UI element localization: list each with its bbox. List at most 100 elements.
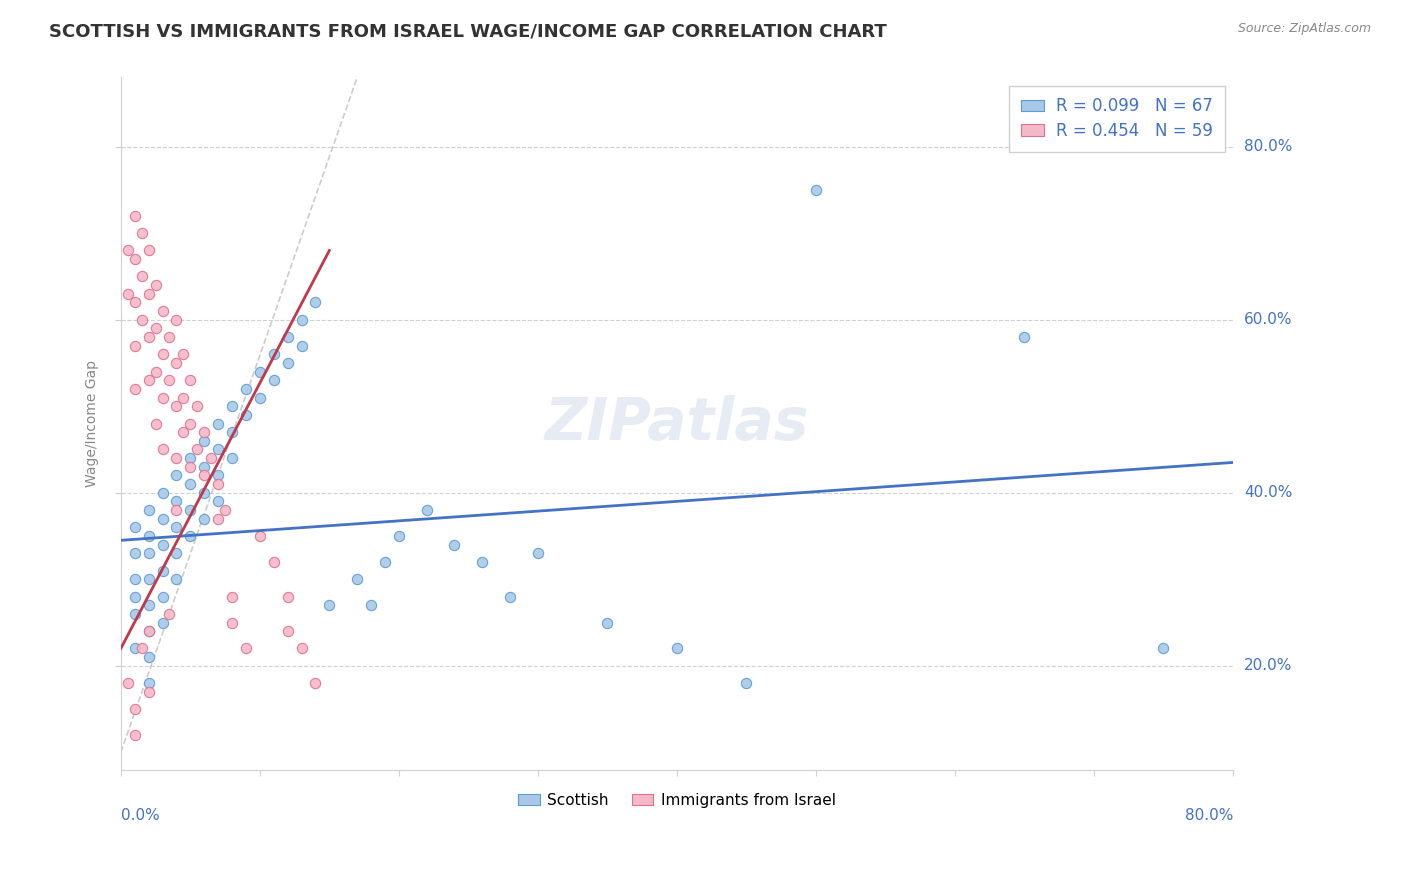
- Point: [138, 650, 160, 665]
- Point: [179, 417, 201, 431]
- Point: [172, 391, 194, 405]
- Point: [165, 503, 187, 517]
- Point: [277, 624, 299, 639]
- Point: [145, 321, 167, 335]
- Point: [263, 347, 285, 361]
- Point: [131, 641, 153, 656]
- Point: [443, 538, 465, 552]
- Point: [221, 451, 243, 466]
- Point: [138, 624, 160, 639]
- Point: [138, 676, 160, 690]
- Point: [179, 529, 201, 543]
- Text: SCOTTISH VS IMMIGRANTS FROM ISRAEL WAGE/INCOME GAP CORRELATION CHART: SCOTTISH VS IMMIGRANTS FROM ISRAEL WAGE/…: [49, 22, 887, 40]
- Point: [665, 641, 688, 656]
- Point: [159, 330, 181, 344]
- Point: [318, 598, 340, 612]
- Point: [207, 442, 229, 457]
- Point: [165, 572, 187, 586]
- Point: [499, 590, 522, 604]
- Point: [735, 676, 758, 690]
- Point: [804, 183, 827, 197]
- Point: [200, 451, 222, 466]
- Point: [152, 347, 174, 361]
- Point: [131, 226, 153, 240]
- Point: [179, 459, 201, 474]
- Point: [138, 373, 160, 387]
- Point: [152, 590, 174, 604]
- Point: [138, 546, 160, 560]
- Point: [152, 511, 174, 525]
- Text: 80.0%: 80.0%: [1185, 808, 1233, 823]
- Text: Source: ZipAtlas.com: Source: ZipAtlas.com: [1237, 22, 1371, 36]
- Point: [1014, 330, 1036, 344]
- Text: 40.0%: 40.0%: [1244, 485, 1292, 500]
- Point: [304, 295, 326, 310]
- Point: [165, 356, 187, 370]
- Point: [346, 572, 368, 586]
- Point: [138, 286, 160, 301]
- Point: [360, 598, 382, 612]
- Point: [124, 702, 146, 716]
- Point: [290, 338, 312, 352]
- Point: [172, 347, 194, 361]
- Point: [131, 269, 153, 284]
- Point: [207, 494, 229, 508]
- Point: [221, 615, 243, 630]
- Point: [117, 676, 139, 690]
- Point: [124, 338, 146, 352]
- Point: [152, 485, 174, 500]
- Text: 80.0%: 80.0%: [1244, 139, 1292, 154]
- Point: [179, 373, 201, 387]
- Point: [193, 459, 215, 474]
- Point: [152, 538, 174, 552]
- Point: [138, 684, 160, 698]
- Point: [117, 244, 139, 258]
- Point: [159, 373, 181, 387]
- Point: [374, 555, 396, 569]
- Point: [304, 676, 326, 690]
- Point: [179, 451, 201, 466]
- Point: [138, 598, 160, 612]
- Point: [249, 391, 271, 405]
- Point: [131, 312, 153, 326]
- Point: [124, 520, 146, 534]
- Point: [124, 382, 146, 396]
- Point: [263, 373, 285, 387]
- Point: [207, 417, 229, 431]
- Point: [152, 442, 174, 457]
- Point: [124, 252, 146, 267]
- Point: [277, 356, 299, 370]
- Point: [165, 546, 187, 560]
- Point: [290, 312, 312, 326]
- Point: [290, 641, 312, 656]
- Point: [124, 572, 146, 586]
- Point: [235, 641, 257, 656]
- Point: [165, 494, 187, 508]
- Point: [186, 399, 208, 413]
- Point: [124, 590, 146, 604]
- Point: [145, 278, 167, 293]
- Point: [165, 468, 187, 483]
- Point: [124, 728, 146, 742]
- Point: [186, 442, 208, 457]
- Point: [207, 468, 229, 483]
- Point: [249, 365, 271, 379]
- Point: [596, 615, 619, 630]
- Point: [152, 615, 174, 630]
- Point: [221, 399, 243, 413]
- Point: [152, 391, 174, 405]
- Point: [138, 624, 160, 639]
- Point: [138, 572, 160, 586]
- Point: [221, 425, 243, 439]
- Point: [277, 330, 299, 344]
- Text: 20.0%: 20.0%: [1244, 658, 1292, 673]
- Point: [388, 529, 411, 543]
- Point: [124, 546, 146, 560]
- Point: [207, 477, 229, 491]
- Point: [138, 529, 160, 543]
- Point: [214, 503, 236, 517]
- Text: 60.0%: 60.0%: [1244, 312, 1292, 327]
- Legend: Scottish, Immigrants from Israel: Scottish, Immigrants from Israel: [512, 787, 842, 814]
- Point: [249, 529, 271, 543]
- Point: [145, 365, 167, 379]
